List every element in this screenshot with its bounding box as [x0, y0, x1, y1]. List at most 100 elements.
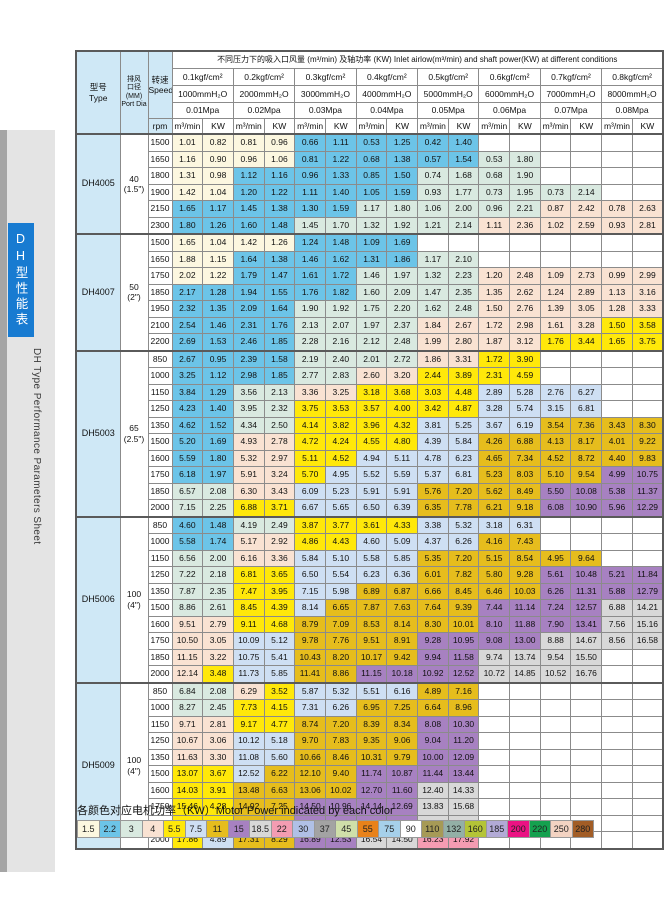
legend-swatch: 55: [357, 820, 379, 838]
data-cell: 3.96: [355, 416, 388, 434]
flow-unit-header: m³/min: [232, 117, 265, 135]
data-cell: 4.87: [447, 400, 480, 418]
data-cell: 6.39: [386, 499, 418, 517]
data-cell: 8.27: [171, 699, 204, 717]
pressure-kgf-header: 0.1kgf/cm²: [171, 67, 234, 86]
legend-swatch: 2.2: [99, 820, 121, 838]
data-cell: 11.60: [386, 781, 418, 799]
data-cell: 7.64: [417, 599, 449, 617]
data-cell: [509, 715, 541, 733]
data-cell: 10.52: [539, 665, 572, 683]
data-cell: [601, 167, 633, 185]
data-cell: 1.99: [417, 333, 449, 351]
data-cell: 10.31: [355, 748, 388, 766]
legend-swatch: 37: [314, 820, 336, 838]
data-cell: 1.22: [202, 267, 234, 285]
data-cell: 2.08: [202, 482, 234, 500]
pressure-mmh2o-header: 8000mmH₂O: [601, 84, 664, 103]
data-cell: 5.10: [324, 549, 357, 567]
data-cell: 1.76: [294, 283, 326, 301]
data-cell: 1.76: [539, 333, 572, 351]
data-cell: 5.32: [324, 681, 357, 700]
sidebar-tab[interactable]: DH型性能表: [8, 223, 34, 337]
table-row: 1750 10.50 3.05 10.09 5.12 9.78 7.76 9.51 8.91 9.…: [76, 632, 664, 650]
data-cell: 5.20: [171, 433, 204, 451]
data-cell: 0.81: [294, 150, 326, 168]
data-cell: [509, 699, 541, 717]
data-cell: 1.80: [509, 150, 541, 168]
pressure-mpa-header: 0.08Mpa: [601, 101, 664, 119]
data-cell: [539, 167, 572, 185]
data-cell: 10.02: [324, 781, 357, 799]
data-cell: 3.53: [324, 400, 357, 418]
data-cell: 2.12: [355, 333, 388, 351]
data-cell: [539, 681, 572, 700]
data-cell: 13.44: [447, 765, 480, 783]
data-cell: 8.30: [417, 615, 449, 633]
pressure-mmh2o-header: 4000mmH₂O: [355, 84, 419, 103]
data-cell: 2.42: [570, 200, 603, 218]
data-cell: 1.17: [202, 200, 234, 218]
pressure-kgf-header: 0.8kgf/cm²: [601, 67, 664, 86]
header-model: 型号 Type: [75, 50, 121, 135]
data-cell: 1.65: [171, 233, 204, 252]
data-cell: 2.23: [447, 267, 480, 285]
power-unit-header: KW: [386, 117, 418, 135]
data-cell: 2.31: [232, 316, 265, 334]
data-cell: 1.72: [324, 267, 357, 285]
data-cell: 8.96: [447, 699, 480, 717]
data-cell: 2.89: [570, 283, 603, 301]
data-cell: [631, 515, 664, 534]
data-cell: 5.54: [324, 566, 357, 584]
data-cell: 3.05: [202, 632, 234, 650]
data-cell: 4.14: [294, 416, 326, 434]
legend-swatch: 90: [400, 820, 422, 838]
data-cell: [478, 233, 511, 252]
data-cell: 5.25: [447, 416, 480, 434]
data-cell: 0.74: [417, 167, 449, 185]
speed-cell: 1850: [147, 648, 173, 666]
data-cell: 9.28: [509, 566, 541, 584]
speed-cell: 1500: [147, 433, 173, 451]
data-cell: [601, 183, 633, 201]
table-row: 1900 1.42 1.04 1.20 1.22 1.11 1.40 1.05 1.59 0.93…: [76, 183, 664, 201]
data-cell: 1.92: [324, 300, 357, 318]
data-cell: 1.87: [478, 333, 511, 351]
data-cell: 3.95: [263, 582, 296, 600]
data-cell: 11.58: [447, 648, 480, 666]
data-cell: 2.13: [294, 316, 326, 334]
data-cell: 1.65: [601, 333, 633, 351]
data-cell: 7.63: [386, 599, 418, 617]
table-row: DH5009 100 (4") 850 6.84 2.08 6.29 3.52 5.87 5.3…: [75, 681, 664, 849]
data-cell: 15.50: [570, 648, 603, 666]
data-cell: 6.22: [263, 765, 296, 783]
data-cell: 5.10: [539, 466, 572, 484]
data-cell: 2.79: [202, 615, 234, 633]
data-cell: 11.08: [232, 748, 265, 766]
data-cell: 2.67: [447, 316, 480, 334]
data-cell: 0.57: [417, 150, 449, 168]
data-cell: 0.66: [294, 133, 326, 152]
data-cell: 3.25: [171, 367, 204, 385]
data-cell: 2.14: [570, 183, 603, 201]
data-cell: 9.17: [232, 715, 265, 733]
data-cell: 2.89: [478, 383, 511, 401]
data-cell: 8.17: [570, 433, 603, 451]
data-cell: 1.61: [294, 267, 326, 285]
table-row: 1250 4.23 1.40 3.95 2.32 3.75 3.53 3.57 4.00 3.42…: [76, 400, 664, 418]
data-cell: 3.30: [202, 748, 234, 766]
port-cell: 100 (4"): [119, 515, 149, 683]
flow-unit-header: m³/min: [539, 117, 572, 135]
data-cell: 12.29: [631, 499, 664, 517]
data-cell: 3.03: [417, 383, 449, 401]
speed-cell: 1800: [147, 167, 173, 185]
data-cell: [539, 781, 572, 799]
legend: 1.5 2.2 3 4 5.5 7.5 11 15 18.5 22 30 37 45 55 75 90 110 1…: [77, 820, 594, 838]
data-cell: 1.68: [447, 167, 480, 185]
data-cell: 2.81: [202, 715, 234, 733]
data-cell: 2.45: [202, 699, 234, 717]
data-cell: [570, 167, 603, 185]
data-cell: 2.14: [447, 216, 480, 235]
table-row: 2000 12.14 3.48 11.73 5.85 11.41 8.86 11.15 10.1…: [76, 665, 664, 683]
data-cell: 1.46: [202, 316, 234, 334]
